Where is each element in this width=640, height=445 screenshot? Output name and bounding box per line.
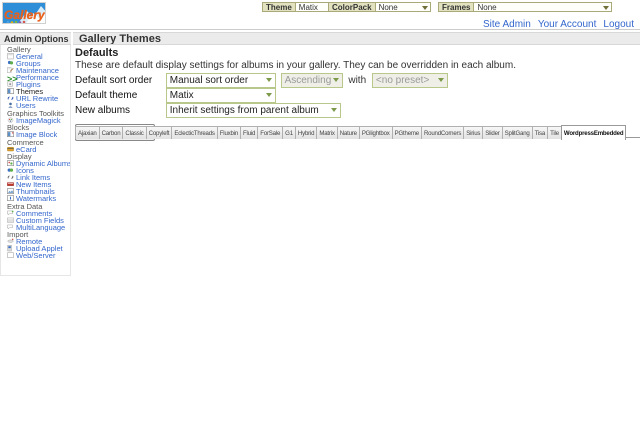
svg-text:Gallery: Gallery: [4, 8, 46, 22]
